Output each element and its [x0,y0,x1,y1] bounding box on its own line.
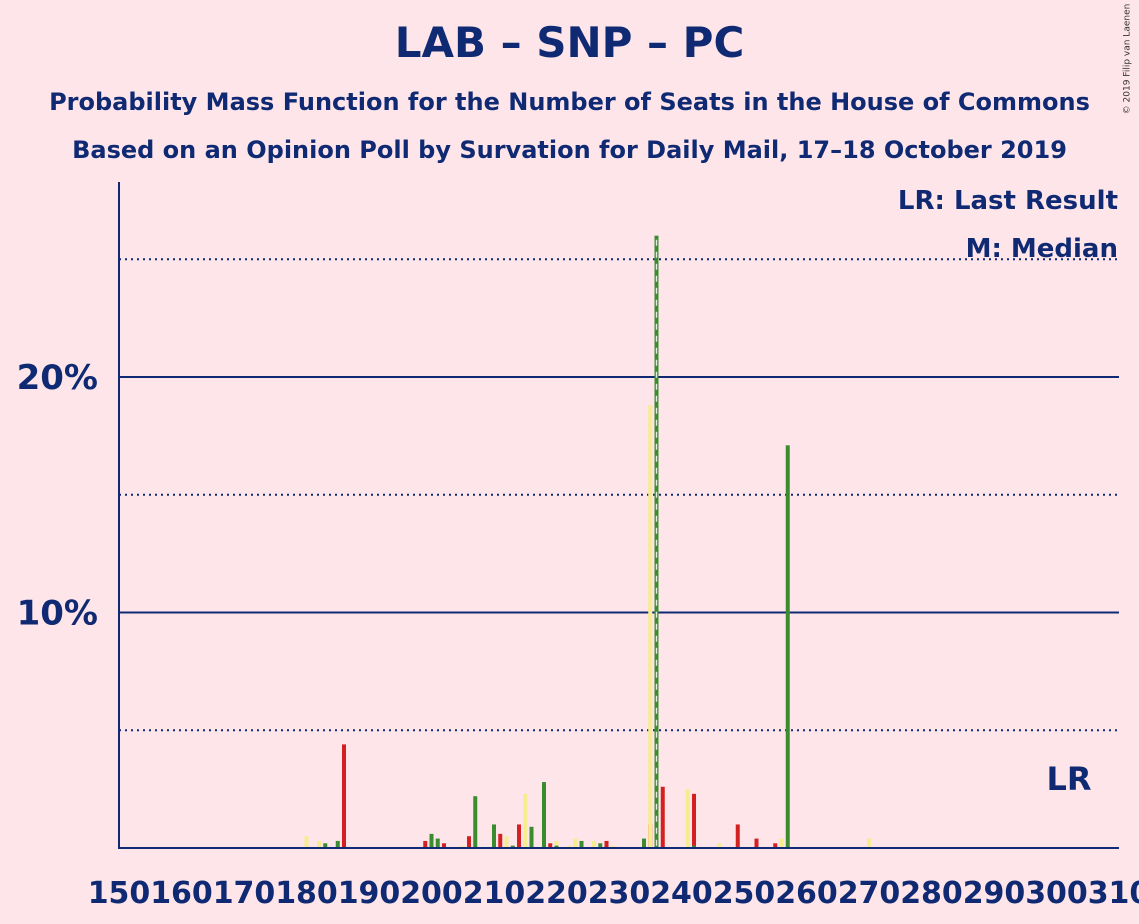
bars [304,235,871,848]
bar-yellow [554,840,559,848]
x-tick-label: 270 [838,876,901,911]
bar-red [517,824,521,848]
bar-yellow [648,405,653,848]
bar-green [492,824,496,848]
bar-green [429,833,434,848]
bar-green [785,445,790,848]
x-tick-label: 240 [650,876,713,911]
x-tick-label: 220 [525,876,588,911]
bar-yellow [779,838,784,848]
bar-red [423,840,428,848]
bar-yellow [523,793,528,848]
bar-yellow [567,845,571,848]
x-tick-label: 190 [338,876,401,911]
bar-yellow [573,838,578,848]
bar-yellow [717,843,721,848]
chart-caption: Based on an Opinion Poll by Survation fo… [72,136,1067,164]
x-tick-label: 160 [150,876,213,911]
bar-yellow [685,789,690,848]
bar-green [435,838,440,848]
bar-yellow [867,838,871,848]
x-tick-label: 300 [1025,876,1088,911]
bar-red [773,843,778,848]
chart-subtitle: Probability Mass Function for the Number… [49,88,1090,116]
bar-red [442,843,446,848]
bar-yellow [460,845,465,848]
bar-green [692,845,696,848]
bar-red [548,843,553,848]
bar-red [754,838,759,848]
bar-red [604,840,609,848]
bar-yellow [610,845,615,848]
x-tick-label: 280 [900,876,963,911]
bar-yellow [304,836,309,848]
bar-yellow [592,840,596,848]
bar-green [598,843,603,848]
x-tick-label: 200 [400,876,463,911]
x-tick-label: 260 [775,876,838,911]
chart-title: LAB – SNP – PC [394,18,745,67]
bar-green [335,840,340,848]
x-tick-label: 180 [275,876,338,911]
bar-green [323,843,328,848]
bar-green [529,826,534,848]
x-tick-label: 310 [1088,876,1139,911]
x-tick-labels: 150 160 170 180 190 200 210 220 230 240 250 260 270 2… [88,876,1139,911]
gridlines [119,258,1119,732]
x-tick-label: 210 [463,876,526,911]
x-tick-label: 170 [213,876,276,911]
bar-green [473,796,478,848]
bar-yellow [317,840,321,848]
x-tick-label: 150 [88,876,151,911]
y-tick-label: 20% [17,358,98,398]
x-tick-label: 290 [963,876,1026,911]
legend-median: M: Median [966,234,1118,264]
axes [118,182,1119,849]
bar-green [542,782,546,848]
bar-green [510,845,515,848]
y-tick-label: 10% [17,594,98,634]
bar-red [660,786,665,848]
x-tick-label: 230 [588,876,651,911]
bar-red [342,744,346,848]
bar-green [554,845,559,848]
bar-red [735,824,740,848]
bar-red [692,793,696,848]
bar-red [498,833,503,848]
x-tick-label: 250 [713,876,776,911]
bar-yellow [504,836,509,848]
legend-last-result: LR: Last Result [898,186,1118,216]
last-result-label: LR [1046,760,1091,798]
bar-red [467,836,471,848]
bar-green [642,838,646,848]
y-tick-labels: 10% 20% [17,358,98,634]
bar-green [579,840,584,848]
